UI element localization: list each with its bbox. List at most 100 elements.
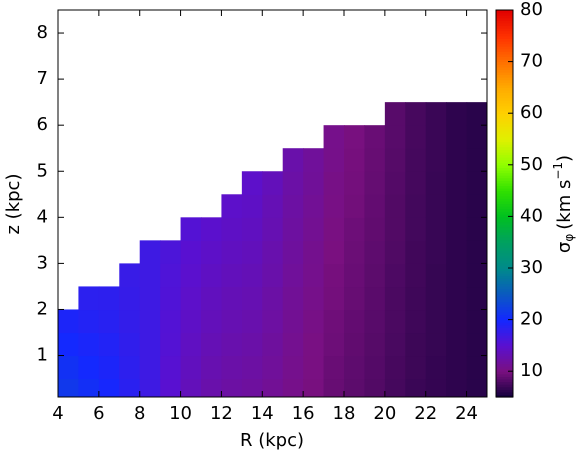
heat-cell bbox=[303, 263, 325, 288]
colorbar-slice bbox=[496, 394, 513, 398]
x-tick-label: 20 bbox=[373, 403, 396, 424]
colorbar-slice bbox=[496, 203, 513, 207]
heat-cell bbox=[425, 148, 447, 172]
heat-cell bbox=[425, 217, 447, 241]
heat-cell bbox=[180, 240, 202, 264]
colorbar-slice bbox=[496, 40, 513, 45]
colorbar-slice bbox=[496, 190, 513, 194]
colorbar-slice bbox=[496, 64, 513, 68]
colorbar-slice bbox=[496, 97, 513, 101]
colorbar-slice bbox=[496, 260, 513, 264]
colorbar-slice bbox=[496, 391, 513, 396]
x-tick-label: 10 bbox=[169, 403, 192, 424]
cb-exponent: −1 bbox=[551, 162, 565, 180]
heat-cell bbox=[180, 332, 202, 357]
heat-cell bbox=[384, 194, 406, 218]
colorbar-slice bbox=[496, 110, 513, 114]
colorbar-slice bbox=[496, 25, 513, 29]
colorbar-slice bbox=[496, 242, 513, 246]
colorbar-slice bbox=[496, 218, 513, 223]
heat-cell bbox=[139, 332, 161, 357]
heat-cell bbox=[201, 217, 223, 241]
heat-cell bbox=[262, 194, 284, 218]
heat-cell bbox=[241, 286, 263, 311]
heat-cell bbox=[405, 240, 427, 264]
x-tick-label: 14 bbox=[251, 403, 274, 424]
heat-cell bbox=[466, 355, 487, 380]
heat-cell bbox=[282, 309, 304, 334]
colorbar-slice bbox=[496, 342, 513, 346]
colorbar-slice bbox=[496, 30, 513, 34]
colorbar-slice bbox=[496, 337, 513, 341]
colorbar-slice bbox=[496, 291, 513, 295]
colorbar-slice bbox=[496, 172, 513, 176]
heat-cell bbox=[344, 194, 366, 218]
colorbar-slice bbox=[496, 366, 513, 370]
heat-cell bbox=[405, 102, 427, 126]
heat-cell bbox=[446, 194, 468, 218]
heat-cell bbox=[282, 263, 304, 288]
heat-cell bbox=[78, 378, 100, 397]
heat-cell bbox=[180, 355, 202, 380]
heat-cell bbox=[466, 102, 487, 126]
heat-cell bbox=[303, 332, 325, 357]
colorbar-slice bbox=[496, 77, 513, 81]
x-tick-label: 8 bbox=[134, 403, 145, 424]
colorbar-slice bbox=[496, 123, 513, 127]
heat-cell bbox=[344, 286, 366, 311]
heat-cell bbox=[384, 102, 406, 126]
colorbar-slice bbox=[496, 157, 513, 161]
colorbar-tick-label: 10 bbox=[520, 360, 543, 381]
y-tick-label: 5 bbox=[37, 160, 48, 181]
heat-cell bbox=[119, 263, 141, 288]
heat-cell bbox=[160, 286, 182, 311]
x-tick-label: 12 bbox=[210, 403, 233, 424]
heat-cell bbox=[364, 125, 386, 149]
colorbar-tick-label: 70 bbox=[520, 51, 543, 72]
heat-cell bbox=[139, 240, 161, 264]
heat-cell bbox=[384, 355, 406, 380]
heat-cell bbox=[364, 217, 386, 241]
heat-cell bbox=[446, 217, 468, 241]
colorbar-slice bbox=[496, 306, 513, 310]
heat-cell bbox=[180, 309, 202, 334]
colorbar-slice bbox=[496, 296, 513, 300]
heat-cell bbox=[446, 355, 468, 380]
heat-cell bbox=[262, 309, 284, 334]
colorbar-slice bbox=[496, 252, 513, 256]
heat-cell bbox=[282, 148, 304, 172]
x-tick-label: 4 bbox=[52, 403, 63, 424]
colorbar-slice bbox=[496, 314, 513, 318]
colorbar-slice bbox=[496, 216, 513, 220]
colorbar-slice bbox=[496, 136, 513, 140]
heat-cell bbox=[241, 217, 263, 241]
y-tick-label: 8 bbox=[37, 22, 48, 43]
heat-cell bbox=[323, 286, 345, 311]
x-axis-label: R (kpc) bbox=[240, 430, 304, 451]
heat-cell bbox=[303, 217, 325, 241]
heat-cell bbox=[201, 286, 223, 311]
colorbar-slice bbox=[496, 257, 513, 261]
heat-cell bbox=[78, 286, 100, 311]
heat-cell bbox=[262, 240, 284, 264]
colorbar-slice bbox=[496, 226, 513, 230]
heat-cell bbox=[180, 217, 202, 241]
colorbar-slice bbox=[496, 10, 513, 14]
colorbar-slice bbox=[496, 386, 513, 390]
colorbar-slice bbox=[496, 283, 513, 287]
heat-cell bbox=[303, 240, 325, 264]
heat-cell bbox=[262, 378, 284, 397]
colorbar-tick-label: 80 bbox=[520, 0, 543, 20]
colorbar-slice bbox=[496, 105, 513, 109]
heat-cell bbox=[241, 309, 263, 334]
heat-cell bbox=[323, 171, 345, 195]
colorbar-tick-label: 40 bbox=[520, 205, 543, 226]
heat-cell bbox=[282, 378, 304, 397]
colorbar-slice bbox=[496, 169, 513, 174]
colorbar-slice bbox=[496, 229, 513, 233]
heat-cell bbox=[241, 355, 263, 380]
heat-cell bbox=[180, 378, 202, 397]
heat-cell bbox=[303, 355, 325, 380]
colorbar-slice bbox=[496, 126, 513, 130]
